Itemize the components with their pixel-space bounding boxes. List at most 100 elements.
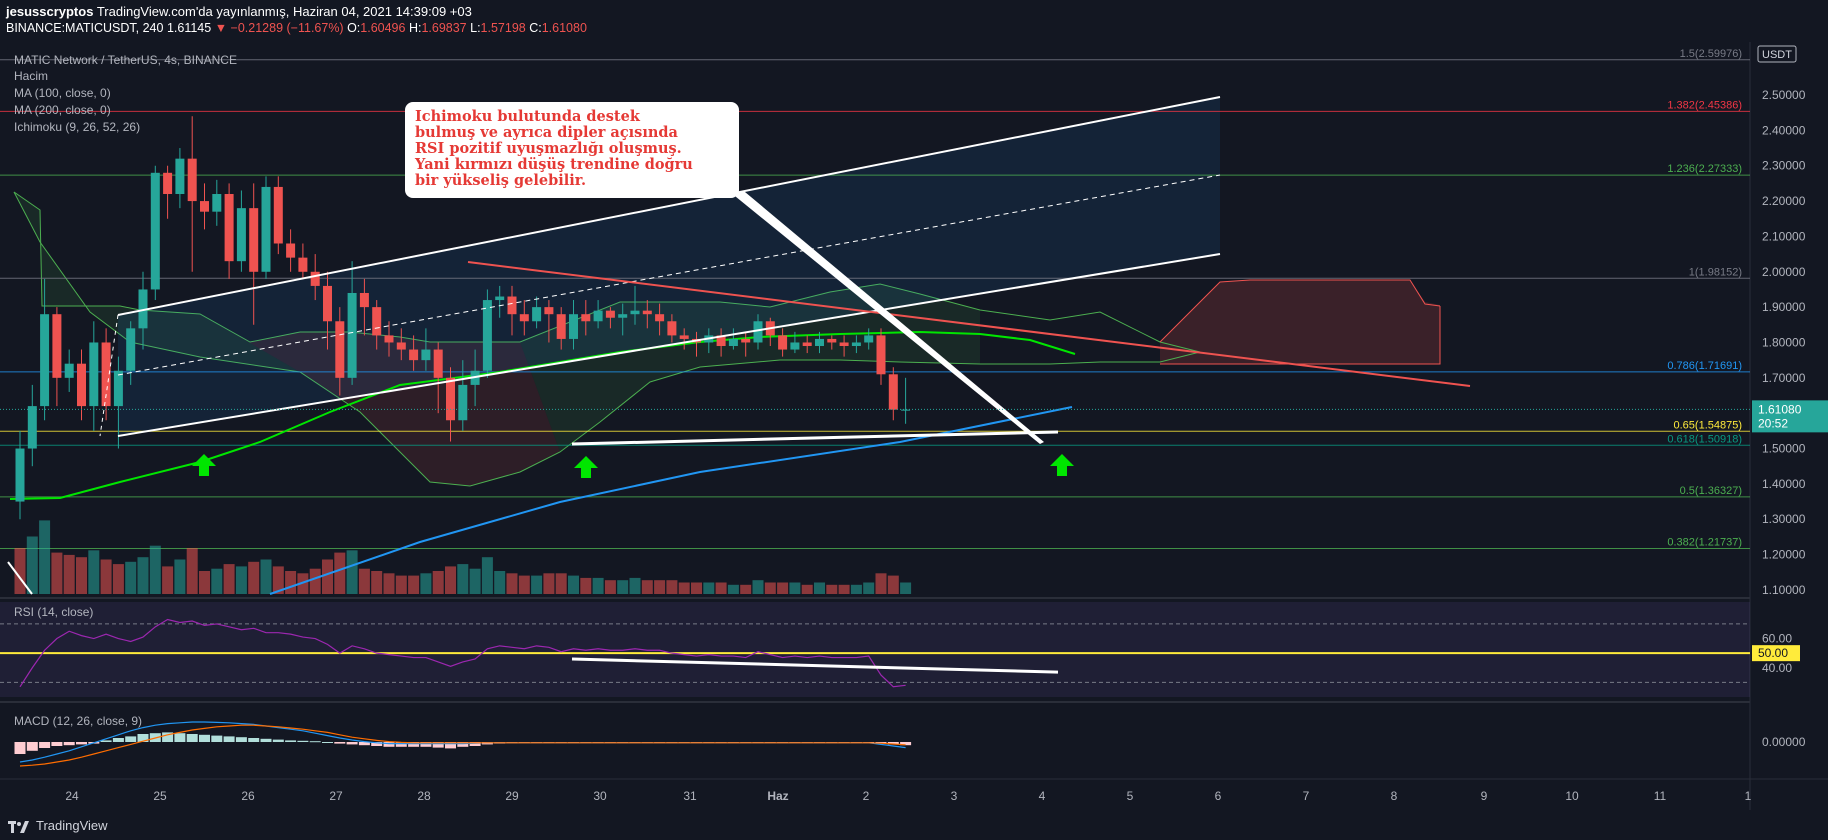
time-tick-label: 31: [683, 789, 697, 803]
fib-level-label: 0.5(1.36327): [1680, 485, 1742, 497]
volume-bar: [838, 584, 850, 594]
price-tick-label: 1.80000: [1762, 335, 1806, 349]
open-value: 1.60496: [360, 21, 406, 35]
time-tick-label: 28: [417, 789, 431, 803]
price-tick-label: 1.50000: [1762, 442, 1806, 456]
candle-body: [27, 406, 37, 449]
volume-bar: [223, 564, 235, 594]
ichimoku-span-b: [13, 191, 1201, 487]
fib-level-label: 0.65(1.54875): [1674, 419, 1743, 431]
legend-macd[interactable]: MACD (12, 26, close, 9): [14, 714, 143, 728]
volume-bar: [469, 568, 481, 594]
macd-histogram-bar: [162, 732, 174, 742]
macd-histogram-bar: [51, 742, 63, 746]
candle-body: [519, 314, 529, 322]
time-tick-label: 11: [1654, 789, 1667, 803]
price-tick-label: 1.10000: [1762, 583, 1806, 597]
volume-bar: [900, 582, 912, 594]
macd-histogram-bar: [14, 742, 26, 754]
candle-body: [138, 289, 148, 329]
annotation-text: Ichimoku bulutunda destek bulmuş ve ayrı…: [415, 108, 693, 189]
tradingview-brand-text: TradingView: [36, 818, 108, 833]
ichimoku-cloud-red: [200, 314, 560, 486]
time-tick-label: 4: [1039, 789, 1046, 803]
rsi-background-band: [0, 602, 1750, 697]
time-tick-label: 9: [1481, 789, 1488, 803]
publisher-name[interactable]: jesusscryptos: [6, 4, 94, 19]
macd-histogram-bar: [186, 734, 198, 742]
candle-body: [618, 314, 628, 318]
candle-body: [679, 335, 689, 339]
legend-ma100[interactable]: MA (100, close, 0): [14, 86, 111, 100]
close-value: 1.61080: [541, 21, 587, 35]
candle-body: [876, 335, 886, 375]
candle-body: [187, 158, 197, 202]
volume-bar: [678, 582, 690, 594]
candle-body: [827, 338, 837, 343]
legend-title: MATIC Network / TetherUS, 4s, BINANCE: [14, 53, 237, 67]
price-tick-label: 1.70000: [1762, 371, 1806, 385]
macd-histogram-bar: [260, 738, 272, 742]
volume-bar: [850, 584, 862, 594]
legend-volume[interactable]: Hacim: [14, 69, 49, 83]
header-bar: jesusscryptos TradingView.com'da yayınla…: [0, 0, 1828, 40]
time-tick-label: 10: [1565, 789, 1579, 803]
macd-histogram-bar: [334, 742, 346, 744]
fib-level-label: 1.236(2.27333): [1667, 163, 1742, 175]
volume-bar: [100, 559, 112, 594]
volume-bar: [691, 582, 702, 594]
volume-bar: [285, 571, 297, 594]
channel-mid-line: [117, 174, 1221, 376]
legend-rsi[interactable]: RSI (14, close): [14, 605, 94, 619]
chart-canvas[interactable]: 1.5(2.59976) 1.382(2.45386) 1.236(2.27333)…: [0, 42, 1828, 810]
macd-histogram-bar: [383, 742, 395, 747]
macd-histogram-bar: [39, 742, 51, 748]
volume-bar: [814, 582, 825, 594]
candle-body: [372, 307, 382, 336]
price-tick-label: 1.30000: [1762, 512, 1806, 526]
time-tick-label: 24: [65, 789, 79, 803]
candle-body: [655, 314, 665, 322]
candle-body: [458, 384, 468, 421]
candle-body: [839, 342, 849, 347]
volume-bar: [531, 575, 543, 594]
candle-body: [150, 172, 160, 290]
macd-histogram-bar: [887, 742, 899, 745]
macd-histogram-bar: [100, 740, 112, 742]
symbol-name[interactable]: BINANCE:MATICUSDT, 240: [6, 21, 164, 35]
macd-histogram-bar: [199, 734, 210, 742]
volume-bar: [604, 580, 616, 594]
volume-bar: [432, 571, 444, 594]
price-tick-label: 2.20000: [1762, 194, 1806, 208]
fib-level-label: 0.618(1.50918): [1667, 433, 1742, 445]
macd-histogram-bar: [137, 734, 149, 742]
ichimoku-cloud-green: [520, 284, 980, 452]
volume-bar: [408, 575, 420, 594]
macd-histogram-bar: [395, 742, 407, 747]
macd-histogram-bar: [248, 738, 260, 742]
macd-signal-line: [19, 724, 906, 767]
rsi-tick-label: 60.00: [1762, 632, 1792, 646]
ichimoku-span-a: [13, 191, 1201, 353]
volume-bar: [617, 580, 629, 594]
macd-histogram-bar: [211, 735, 223, 742]
volume-bar: [346, 550, 358, 594]
candle-body: [667, 321, 677, 336]
candle-body: [224, 194, 234, 262]
time-tick-label: 7: [1303, 789, 1310, 803]
candle-body: [593, 310, 603, 322]
legend-ichimoku[interactable]: Ichimoku (9, 26, 52, 26): [14, 120, 141, 134]
candle-body: [347, 292, 357, 378]
channel-upper-line: [117, 96, 1221, 316]
time-tick-label: 27: [329, 789, 343, 803]
candle-body: [778, 335, 788, 350]
annotation-callout[interactable]: Ichimoku bulutunda destek bulmuş ve ayrı…: [405, 102, 739, 198]
macd-histogram-bar: [408, 742, 420, 747]
candle-body: [298, 257, 308, 272]
ichimoku-future-cloud: [1160, 280, 1440, 364]
legend-ma200[interactable]: MA (200, close, 0): [14, 103, 111, 117]
volume-bar: [887, 575, 899, 594]
tradingview-logo[interactable]: TradingView: [8, 818, 108, 833]
macd-histogram-bar: [174, 733, 186, 742]
volume-bar: [789, 582, 801, 594]
